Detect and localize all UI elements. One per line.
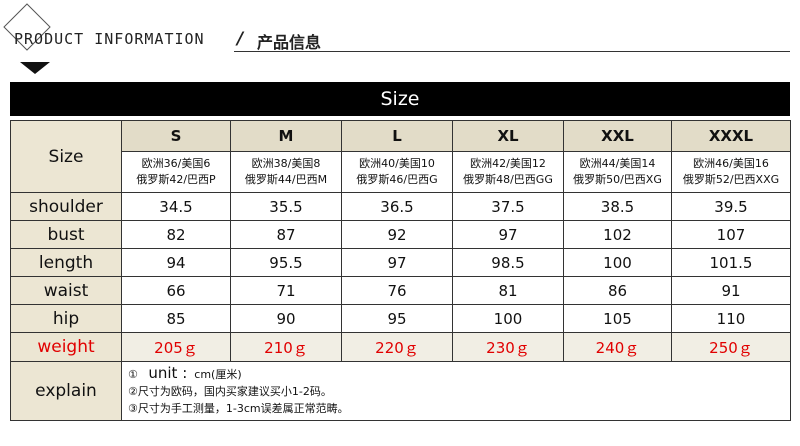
table-cell: 86 [563,276,672,305]
conversion-line: 欧洲46/美国16 [693,157,769,170]
conversion-line: 俄罗斯52/巴西XXG [682,173,780,186]
unit-note: ① unit : cm(厘米) [128,365,790,383]
size-table: Size S M L XL XXL XXXL 欧洲36/美国6 俄罗斯42/巴西P… [10,120,791,421]
table-cell: 85 [121,304,231,333]
table-cell: 105 [563,304,672,333]
size-name: XXXL [671,120,791,152]
size-conversion: 欧洲36/美国6 俄罗斯42/巴西P [121,151,231,193]
conversion-line: 欧洲42/美国12 [470,157,546,170]
table-cell: 92 [341,220,453,249]
conversion-line: 俄罗斯46/巴西G [356,173,438,186]
row-label: bust [10,220,122,249]
measurement-note: ③尺寸为手工测量，1-3cm误差属正常范畴。 [128,402,349,415]
table-cell: 35.5 [230,192,342,221]
table-cell: 90 [230,304,342,333]
table-cell: 107 [671,220,791,249]
unit-label: unit : [148,364,188,382]
size-advice-note: ②尺寸为欧码，国内买家建议买小1-2码。 [128,385,332,398]
size-header-row: Size S M L XL XXL XXXL [10,120,791,193]
note-marker: ① [128,368,138,381]
size-name: M [230,120,342,152]
table-cell: 110 [671,304,791,333]
table-cell: 66 [121,276,231,305]
header-title: PRODUCT INFORMATION [14,30,205,48]
table-cell: 87 [230,220,342,249]
table-cell: 91 [671,276,791,305]
conversion-line: 欧洲44/美国14 [579,157,656,170]
header-title-cn: 产品信息 [257,33,322,52]
conversion-line: 欧洲36/美国6 [141,157,211,170]
explain-row: explain ① unit : cm(厘米) ②尺寸为欧码，国内买家建议买小1… [10,361,791,421]
table-cell: 97 [341,248,453,277]
size-conversion: 欧洲42/美国12 俄罗斯48/巴西GG [452,151,564,193]
weight-label: weight [10,332,122,362]
size-conversion: 欧洲44/美国14 俄罗斯50/巴西XG [563,151,672,193]
table-cell: 98.5 [452,248,564,277]
conversion-line: 俄罗斯50/巴西XG [573,173,662,186]
table-cell: 100 [452,304,564,333]
header-badge-graphic [3,3,51,74]
waist-row: waist 66 71 76 81 86 91 [10,276,791,305]
table-cell: 76 [341,276,453,305]
size-name: L [341,120,453,152]
table-cell: 97 [452,220,564,249]
size-row-label: Size [10,120,122,193]
bust-row: bust 82 87 92 97 102 107 [10,220,791,249]
table-cell: 101.5 [671,248,791,277]
table-cell: 38.5 [563,192,672,221]
size-conversion: 欧洲46/美国16 俄罗斯52/巴西XXG [671,151,791,193]
conversion-line: 俄罗斯42/巴西P [136,173,216,186]
size-conversion-row: 欧洲36/美国6 俄罗斯42/巴西P 欧洲38/美国8 俄罗斯44/巴西M 欧洲40… [11,151,791,193]
weight-cell: 220ｇ [341,332,453,362]
table-cell: 95.5 [230,248,342,277]
table-cell: 102 [563,220,672,249]
table-cell: 34.5 [121,192,231,221]
conversion-line: 俄罗斯48/巴西GG [463,173,553,186]
table-cell: 36.5 [341,192,453,221]
header-separator: / [237,29,244,49]
conversion-line: 俄罗斯44/巴西M [244,173,328,186]
weight-cell: 210ｇ [230,332,342,362]
table-cell: 37.5 [452,192,564,221]
unit-value: cm(厘米) [194,368,242,381]
row-label: hip [10,304,122,333]
size-conversion: 欧洲38/美国8 俄罗斯44/巴西M [230,151,342,193]
weight-row: weight 205ｇ 210ｇ 220ｇ 230ｇ 240ｇ 250ｇ [10,332,791,362]
weight-cell: 205ｇ [121,332,231,362]
table-cell: 39.5 [671,192,791,221]
table-cell: 71 [230,276,342,305]
table-cell: 94 [121,248,231,277]
size-name: XXL [563,120,672,152]
explain-label: explain [10,361,122,421]
table-title-bar: Size [10,82,790,116]
row-label: waist [10,276,122,305]
header-underline [234,51,790,52]
size-conversion: 欧洲40/美国10 俄罗斯46/巴西G [341,151,453,193]
row-label: shoulder [10,192,122,221]
conversion-line: 欧洲38/美国8 [251,157,321,170]
size-name: S [121,120,231,152]
hip-row: hip 85 90 95 100 105 110 [10,304,791,333]
row-label: length [10,248,122,277]
shoulder-row: shoulder 34.5 35.5 36.5 37.5 38.5 39.5 [10,192,791,221]
table-cell: 81 [452,276,564,305]
size-name: XL [452,120,564,152]
table-cell: 82 [121,220,231,249]
weight-cell: 250ｇ [671,332,791,362]
explain-notes: ① unit : cm(厘米) ②尺寸为欧码，国内买家建议买小1-2码。 ③尺寸… [121,361,791,421]
conversion-line: 欧洲40/美国10 [359,157,435,170]
length-row: length 94 95.5 97 98.5 100 101.5 [10,248,791,277]
weight-cell: 230ｇ [452,332,564,362]
table-cell: 95 [341,304,453,333]
weight-cell: 240ｇ [563,332,672,362]
table-cell: 100 [563,248,672,277]
